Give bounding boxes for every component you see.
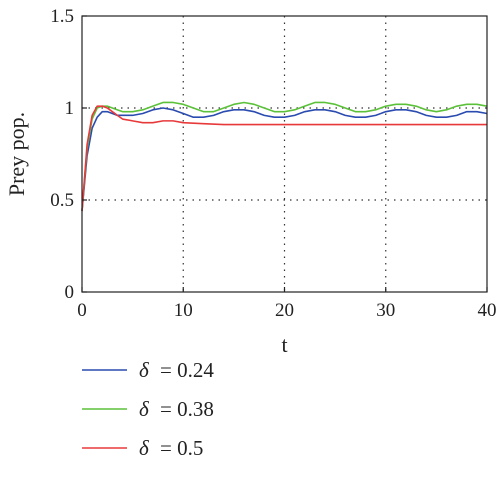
legend: δ = 0.24 δ = 0.38 δ = 0.5 (82, 358, 214, 460)
grid-lines (82, 16, 487, 292)
x-axis-title: t (281, 332, 287, 357)
x-tick-label: 40 (478, 300, 497, 321)
legend-label-2: = 0.38 (160, 397, 214, 421)
legend-label-3: = 0.5 (160, 436, 203, 460)
y-tick-label: 1.5 (50, 6, 74, 27)
axis-ticks: 0 10 20 30 40 0 0.5 1 1.5 (50, 6, 496, 321)
y-tick-label: 0 (65, 282, 75, 303)
series-line-1 (81, 107, 488, 212)
legend-delta-symbol: δ (139, 397, 150, 421)
y-axis-title: Prey pop. (4, 112, 29, 196)
x-tick-label: 0 (77, 300, 87, 321)
legend-label-1: = 0.24 (160, 358, 214, 382)
y-tick-label: 1 (65, 98, 75, 119)
x-tick-label: 20 (275, 300, 294, 321)
legend-delta-symbol: δ (139, 436, 150, 460)
series-lines (81, 101, 488, 212)
x-tick-label: 30 (376, 300, 395, 321)
legend-delta-symbol: δ (139, 358, 150, 382)
y-tick-label: 0.5 (50, 190, 74, 211)
x-tick-label: 10 (174, 300, 193, 321)
series-line-2 (81, 101, 488, 212)
series-line-3 (81, 105, 487, 212)
